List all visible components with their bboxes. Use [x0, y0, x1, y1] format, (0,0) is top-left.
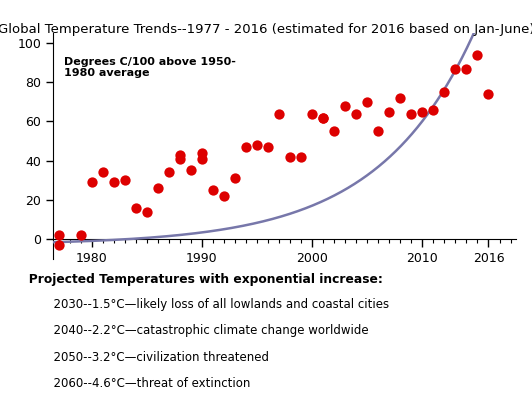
Point: [253, 142, 261, 148]
Point: [352, 111, 361, 117]
Point: [385, 108, 394, 115]
Point: [396, 95, 405, 101]
Point: [341, 103, 350, 109]
Text: 2050--3.2°C—civilization threatened: 2050--3.2°C—civilization threatened: [16, 351, 269, 364]
Text: Global Temperature Trends--1977 - 2016 (estimated for 2016 based on Jan-June): Global Temperature Trends--1977 - 2016 (…: [0, 23, 532, 36]
Text: 2060--4.6°C—threat of extinction: 2060--4.6°C—threat of extinction: [16, 377, 251, 390]
Point: [242, 143, 250, 150]
Point: [440, 89, 448, 95]
Point: [484, 91, 493, 98]
Point: [187, 167, 195, 174]
Point: [473, 52, 482, 58]
Point: [330, 128, 338, 135]
Point: [154, 185, 162, 191]
Point: [451, 65, 460, 72]
Point: [176, 156, 184, 162]
Point: [198, 156, 206, 162]
Point: [319, 114, 328, 121]
Point: [308, 111, 317, 117]
Point: [131, 204, 140, 211]
Point: [286, 153, 294, 160]
Point: [462, 65, 471, 72]
Point: [198, 149, 206, 156]
Point: [98, 169, 107, 176]
Point: [363, 98, 371, 105]
Point: [231, 175, 239, 181]
Point: [407, 111, 415, 117]
Text: Projected Temperatures with exponential increase:: Projected Temperatures with exponential …: [16, 273, 383, 286]
Point: [418, 108, 427, 115]
Point: [264, 143, 272, 150]
Point: [54, 232, 63, 239]
Text: Degrees C/100 above 1950-
1980 average: Degrees C/100 above 1950- 1980 average: [64, 57, 236, 78]
Point: [319, 114, 328, 121]
Point: [88, 179, 96, 186]
Point: [275, 111, 284, 117]
Point: [429, 106, 438, 113]
Point: [297, 153, 305, 160]
Point: [164, 169, 173, 176]
Point: [77, 232, 85, 239]
Point: [209, 187, 217, 193]
Text: 2040--2.2°C—catastrophic climate change worldwide: 2040--2.2°C—catastrophic climate change …: [16, 324, 369, 337]
Point: [374, 128, 383, 135]
Point: [121, 177, 129, 183]
Point: [54, 241, 63, 248]
Point: [143, 208, 151, 215]
Point: [110, 179, 118, 186]
Point: [220, 193, 228, 199]
Point: [176, 151, 184, 158]
Text: 2030--1.5°C—likely loss of all lowlands and coastal cities: 2030--1.5°C—likely loss of all lowlands …: [16, 298, 389, 311]
